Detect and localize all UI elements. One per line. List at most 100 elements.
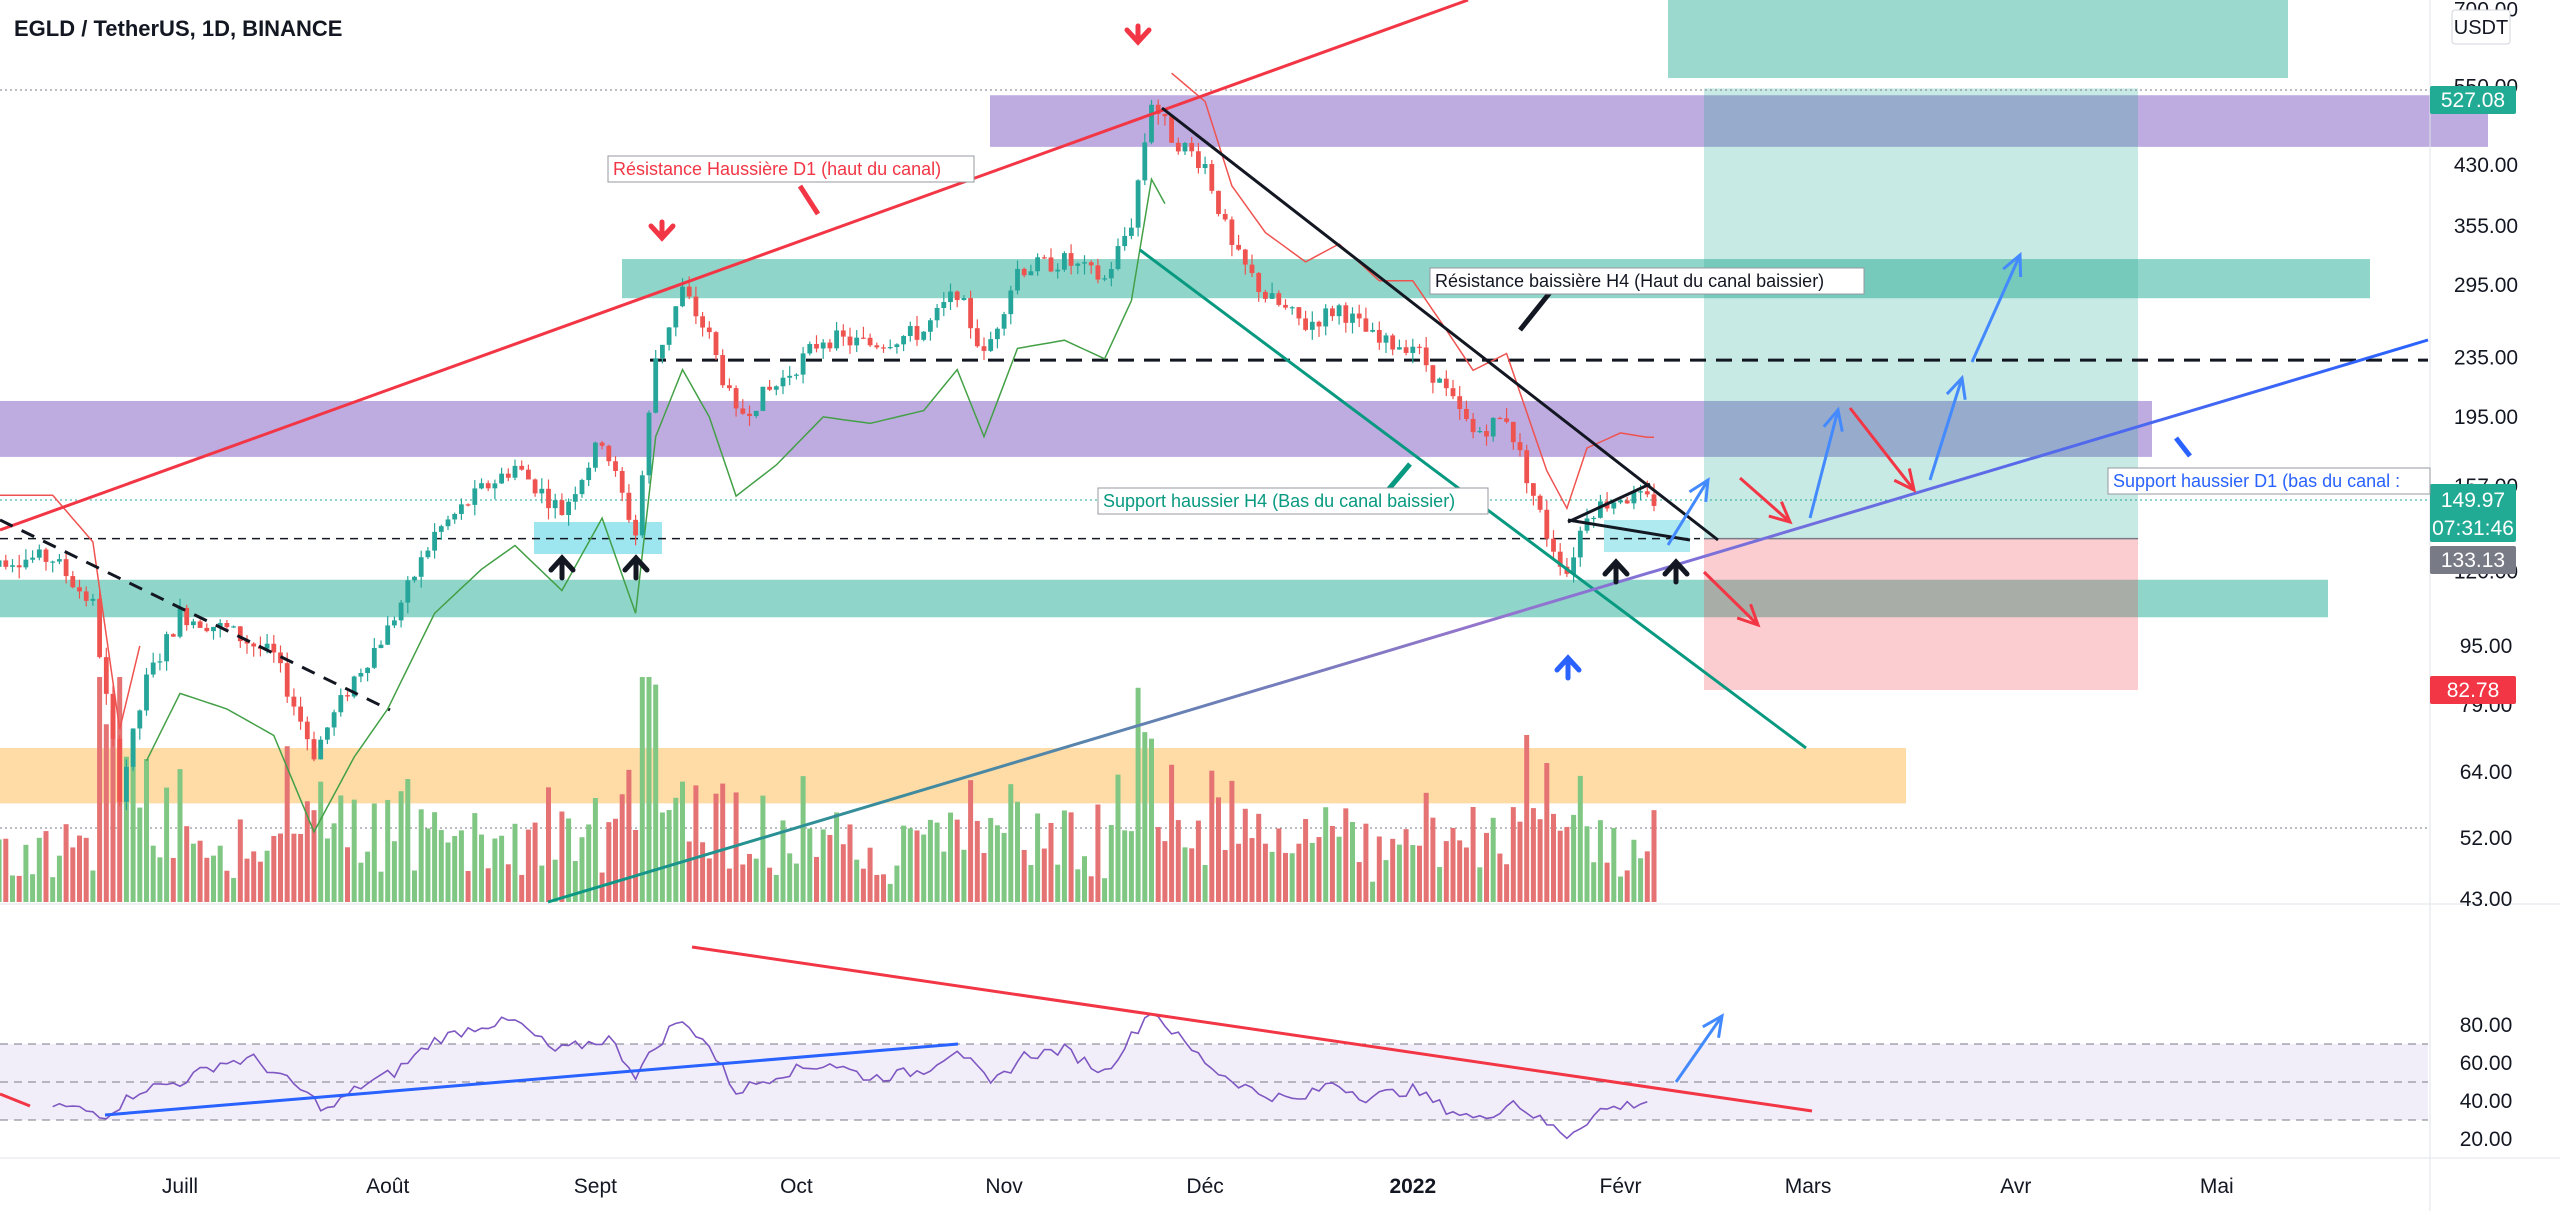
rsi-projection-up-head [1702, 1013, 1724, 1038]
sept-red-marker [648, 223, 676, 242]
candle-body [1611, 502, 1617, 509]
time-tick-label: Sept [574, 1175, 617, 1198]
volume-bar [1390, 838, 1396, 902]
volume-bar [579, 837, 585, 902]
candle-body [532, 479, 538, 494]
candle-body [928, 320, 933, 332]
candle-body [1490, 417, 1496, 437]
volume-bar [639, 677, 645, 902]
price-tag-stop-label: 82.78 [2447, 679, 2500, 702]
annotations-layer: Résistance Haussière D1 (haut du canal) R… [548, 23, 2431, 1083]
volume-bar [90, 870, 96, 902]
candle-body [559, 500, 565, 516]
candle-body [485, 483, 491, 489]
candle-body [767, 386, 772, 390]
volume-bar [177, 769, 183, 902]
candle-body [1517, 442, 1523, 451]
candle-body [854, 337, 860, 346]
volume-bar [251, 851, 257, 902]
candle-body [1088, 262, 1094, 266]
volume-bar [793, 863, 799, 902]
volume-bar [97, 677, 103, 902]
candle-body [512, 465, 518, 478]
candle-body [1557, 551, 1563, 567]
volume-bar [934, 822, 940, 902]
volume-bar [1557, 830, 1563, 902]
supertrend-up [145, 176, 1166, 834]
candle-body [1216, 190, 1221, 214]
volume-bar [961, 849, 967, 902]
candle-body [1209, 164, 1215, 191]
volume-bar [1216, 797, 1221, 902]
candle-body [1437, 378, 1442, 383]
volume-bar [499, 835, 505, 902]
volume-bar [371, 803, 377, 902]
candle-body [666, 327, 672, 345]
levels-layer [0, 89, 2428, 829]
price-tick-label: 355.00 [2454, 215, 2518, 238]
volume-bar [1209, 770, 1215, 902]
rsi-resistance-line [691, 945, 1813, 1113]
support-haussier-d1-line [547, 338, 2429, 904]
candle-body [1403, 347, 1409, 353]
candle-body [713, 332, 719, 356]
volume-bar [1242, 808, 1248, 902]
price-tick-label: 295.00 [2454, 274, 2518, 297]
candle-body [613, 461, 618, 471]
volume-bar [264, 850, 270, 902]
candle-body [1115, 246, 1121, 269]
volume-bar [1638, 858, 1644, 902]
volume-bar [1651, 810, 1657, 902]
candle-body [606, 445, 612, 462]
candle-body [418, 557, 424, 577]
candle-body [1544, 509, 1550, 539]
volume-bar [103, 724, 109, 902]
candle-body [887, 347, 893, 349]
volume-bar [1571, 814, 1577, 902]
volume-bar [1343, 808, 1349, 902]
rsi-tick-label: 80.00 [2460, 1014, 2513, 1037]
resistance-d1-pointer [797, 184, 821, 216]
candle-body [10, 565, 15, 567]
candle-body [117, 738, 123, 802]
volume-bar [927, 819, 933, 902]
volume-bar [706, 858, 712, 902]
candle-body [693, 296, 699, 317]
candle-body [0, 560, 2, 567]
candle-body [1624, 500, 1630, 504]
price-tick-label: 64.00 [2460, 761, 2513, 784]
volume-bar [1323, 807, 1329, 902]
resistance-h4-pointer [1518, 288, 1554, 332]
candle-body [827, 342, 833, 349]
volume-bar [1584, 826, 1590, 902]
price-tag-stop [2430, 676, 2516, 704]
candle-body [63, 559, 69, 577]
candle-body [1196, 151, 1201, 169]
volume-bar [847, 824, 853, 902]
candle-body [1095, 265, 1101, 280]
candle-body [1122, 235, 1128, 247]
candle-body [1531, 483, 1536, 496]
volume-bar [780, 820, 786, 902]
candle-body [1236, 244, 1241, 250]
volume-bar [244, 858, 250, 902]
candle-body [36, 549, 42, 558]
candle-body [519, 465, 525, 470]
volume-bar [77, 835, 82, 902]
volume-bar [1041, 848, 1047, 902]
currency-button[interactable]: USDT [2451, 9, 2511, 45]
volume-bar [1115, 774, 1121, 902]
volume-bar [1484, 832, 1489, 902]
candle-body [700, 316, 705, 328]
candle-body [1618, 500, 1623, 503]
volume-bar [257, 861, 263, 902]
price-tag-entry [2430, 546, 2516, 574]
stop-zone [1704, 538, 2138, 690]
candle-body [1464, 408, 1469, 419]
volume-bar [170, 857, 176, 902]
candle-body [432, 531, 437, 551]
volume-bar [814, 856, 819, 902]
candle-body [83, 591, 89, 601]
